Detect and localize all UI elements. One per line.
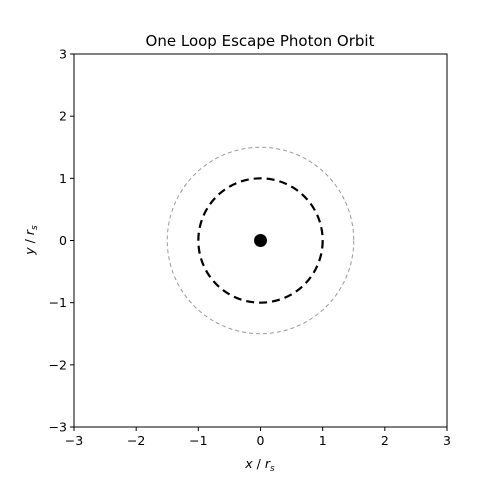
plot-area xyxy=(73,53,448,428)
y-tick-label: −1 xyxy=(49,295,67,310)
center-point xyxy=(254,234,267,247)
x-tick-label: −1 xyxy=(189,433,207,448)
y-tick-label: −3 xyxy=(49,420,67,435)
y-tick-label: 1 xyxy=(59,171,67,186)
series-layer xyxy=(166,146,355,335)
y-tick-label: 0 xyxy=(59,233,67,248)
x-axis: −3 −2 −1 0 1 2 3 xyxy=(65,427,451,448)
y-tick-label: 3 xyxy=(59,47,67,62)
x-tick-label: 2 xyxy=(381,433,389,448)
y-axis-label-var: y xyxy=(22,247,37,256)
y-axis: −3 −2 −1 0 1 2 3 xyxy=(49,47,74,435)
x-tick-label: 0 xyxy=(257,433,265,448)
outer-dashed-circle xyxy=(166,146,355,335)
x-axis-label: x / rs xyxy=(244,456,275,474)
x-tick-label: 1 xyxy=(319,433,327,448)
x-axis-label-unit: r xyxy=(265,456,271,471)
x-axis-label-sep: / xyxy=(253,456,265,471)
y-tick-label: 2 xyxy=(59,109,67,124)
y-axis-label: y / rs xyxy=(22,225,40,256)
x-axis-label-var: x xyxy=(244,456,253,471)
y-axis-label-sep: / xyxy=(22,235,37,247)
x-axis-label-unit-sub: s xyxy=(270,464,275,474)
y-tick-label: −2 xyxy=(49,357,67,372)
chart-title: One Loop Escape Photon Orbit xyxy=(146,32,375,50)
x-tick-label: −3 xyxy=(65,433,83,448)
inner-dashed-circle xyxy=(197,177,324,304)
y-axis-label-unit-sub: s xyxy=(30,225,40,230)
y-axis-label-unit: r xyxy=(22,229,37,235)
x-tick-label: 3 xyxy=(443,433,451,448)
x-tick-label: −2 xyxy=(127,433,145,448)
